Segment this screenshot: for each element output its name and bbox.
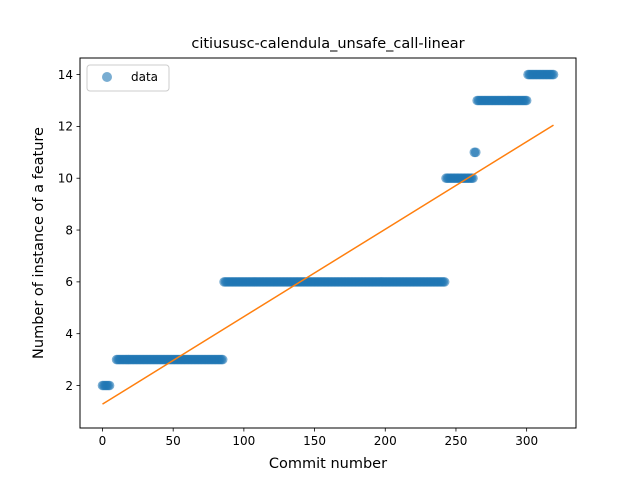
- plot-frame: [79, 57, 577, 429]
- data-point: [217, 354, 228, 365]
- legend-box: [86, 64, 170, 92]
- x-tick-label: 0: [99, 434, 107, 448]
- fit-line: [102, 124, 554, 405]
- x-tick-label: 100: [232, 434, 255, 448]
- x-tick-label: 200: [374, 434, 397, 448]
- data-point: [470, 147, 481, 158]
- y-tick-label: 14: [58, 68, 73, 82]
- plot-marks: [97, 69, 559, 405]
- y-tick-label: 6: [65, 275, 73, 289]
- y-tick-label: 12: [58, 120, 73, 134]
- x-tick-label: 50: [166, 434, 181, 448]
- data-point: [104, 380, 115, 391]
- legend: data: [86, 64, 170, 92]
- legend-label: data: [131, 70, 158, 84]
- legend-marker: [102, 72, 112, 82]
- y-tick-label: 10: [58, 172, 73, 186]
- y-axis-label: Number of instance of a feature: [31, 127, 47, 359]
- chart-title: citiususc-calendula_unsafe_call-linear: [191, 36, 464, 52]
- y-tick-label: 4: [65, 327, 73, 341]
- data-point: [548, 69, 559, 80]
- x-tick-label: 300: [515, 434, 538, 448]
- data-point: [521, 95, 532, 106]
- data-point: [439, 277, 450, 287]
- y-tick-label: 8: [65, 223, 73, 237]
- x-tick-label: 150: [303, 434, 326, 448]
- x-axis: 0 50 100 150 200 250 300: [99, 428, 538, 448]
- x-axis-label: Commit number: [269, 456, 387, 472]
- y-tick-label: 2: [65, 379, 73, 393]
- y-axis: 2 4 6 8 10 12 14: [58, 68, 80, 393]
- x-tick-label: 250: [445, 434, 468, 448]
